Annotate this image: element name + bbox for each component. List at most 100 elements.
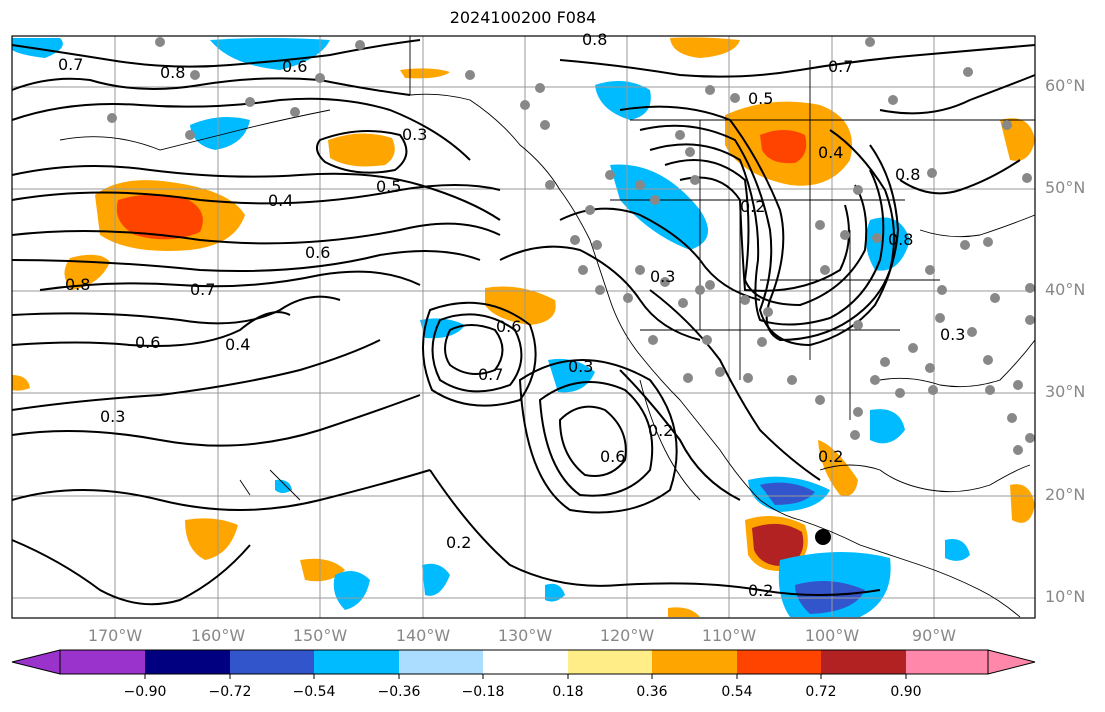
contour-label: 0.8 (160, 63, 185, 82)
anomaly-negative (610, 164, 708, 250)
colorbar-segment (483, 650, 568, 674)
contour-label: 0.6 (135, 333, 160, 352)
lon-label: 140°W (395, 626, 451, 645)
anomaly-negative (333, 571, 370, 610)
lon-label: 90°W (911, 626, 957, 645)
station-dots (107, 37, 1035, 455)
anomaly-negative (190, 116, 250, 150)
contour-label: 0.8 (888, 230, 913, 249)
contour-label: 0.8 (65, 275, 90, 294)
lat-label: 20°N (1045, 485, 1086, 504)
contour-label: 0.2 (446, 533, 471, 552)
colorbar-tick-label: −0.90 (123, 684, 167, 700)
colorbar-tick-label: 0.54 (721, 684, 753, 700)
contour-label: 0.2 (648, 421, 673, 440)
anomaly-positive (328, 133, 395, 167)
contour-label: 0.7 (828, 57, 853, 76)
contour-label: 0.7 (478, 365, 503, 384)
colorbar-tick-label: −0.72 (208, 684, 252, 700)
lon-label: 160°W (190, 626, 246, 645)
location-marker (815, 529, 831, 545)
contour-label: 0.2 (740, 197, 765, 216)
anomaly-negative (945, 539, 970, 561)
contour-label: 0.4 (225, 335, 250, 354)
anomaly-strong-positive (760, 130, 807, 164)
lon-label: 170°W (87, 626, 143, 645)
colorbar-segment (568, 650, 652, 674)
contour-label: 0.6 (600, 447, 625, 466)
colorbar-segment (314, 650, 399, 674)
map-frame (11, 35, 1036, 619)
anomaly-negative (420, 318, 465, 339)
contour-label: 0.3 (940, 325, 965, 344)
contour-label: 0.2 (818, 447, 843, 466)
anomaly-negative (866, 217, 910, 271)
lon-label: 120°W (599, 626, 655, 645)
lon-label: 100°W (804, 626, 860, 645)
colorbar-tick-label: 0.90 (890, 684, 922, 700)
lon-label: 130°W (497, 626, 553, 645)
colorbar-tick-label: 0.18 (552, 684, 584, 700)
anomaly-strong-positive (116, 194, 203, 240)
colorbar (11, 649, 1036, 679)
anomaly-positive (818, 440, 858, 496)
contour-label: 0.6 (496, 317, 521, 336)
anomaly-positive (400, 68, 450, 79)
contour-label: 0.6 (282, 57, 307, 76)
colorbar-tick-label: 0.36 (636, 684, 668, 700)
colorbar-segment (652, 650, 737, 674)
contour-label: 0.2 (748, 581, 773, 600)
anomaly-positive (185, 518, 238, 560)
contour-label: 0.4 (818, 143, 843, 162)
colorbar-segment (145, 650, 230, 674)
colorbar-tick-label: −0.18 (461, 684, 505, 700)
anomaly-positive (64, 254, 110, 290)
anomaly-positive (485, 286, 556, 325)
colorbar-segment (399, 650, 483, 674)
colorbar-segment (821, 650, 906, 674)
contour-label: 0.3 (568, 357, 593, 376)
lat-label: 10°N (1045, 587, 1086, 606)
anomaly-positive (1010, 484, 1035, 523)
anomaly-strong-negative (760, 482, 815, 505)
contour-label: 0.5 (748, 89, 773, 108)
anomaly-positive (670, 37, 740, 58)
contour-label: 0.4 (268, 191, 293, 210)
anomaly-negative (275, 479, 292, 493)
lon-label: 110°W (701, 626, 757, 645)
anomaly-negative (595, 81, 651, 120)
anomaly-strong-positive (752, 523, 804, 567)
contour-label: 0.8 (582, 30, 607, 49)
lat-label: 60°N (1045, 76, 1086, 95)
colorbar-segment (906, 650, 988, 674)
contour-label: 0.5 (376, 177, 401, 196)
colorbar-segment (737, 650, 821, 674)
anomaly-positive (668, 607, 700, 617)
contour-label: 0.3 (402, 125, 427, 144)
map-title: 2024100200 F084 (449, 8, 597, 27)
lat-label: 50°N (1045, 178, 1086, 197)
anomaly-negative (210, 38, 330, 70)
colorbar-high-extend (987, 649, 1036, 675)
anomaly-positive (300, 558, 345, 582)
contour-label: 0.3 (650, 267, 675, 286)
anomaly-positive (12, 375, 30, 391)
anomaly-negative (422, 563, 450, 596)
lon-label: 150°W (292, 626, 348, 645)
colorbar-segment (60, 650, 145, 674)
contour-label: 0.7 (190, 280, 215, 299)
colorbar-tick-label: −0.36 (377, 684, 421, 700)
lat-label: 30°N (1045, 382, 1086, 401)
anomaly-negative (548, 358, 595, 393)
colorbar-tick-label: 0.72 (805, 684, 837, 700)
contour-lines (11, 39, 1036, 606)
contour-label: 0.7 (58, 55, 83, 74)
colorbar-segment (230, 650, 314, 674)
anomaly-negative (545, 583, 565, 602)
colorbar-low-extend (11, 649, 61, 675)
lat-label: 40°N (1045, 280, 1086, 299)
anomaly-negative (870, 409, 905, 444)
contour-label: 0.8 (895, 165, 920, 184)
colorbar-tick-label: −0.54 (292, 684, 336, 700)
